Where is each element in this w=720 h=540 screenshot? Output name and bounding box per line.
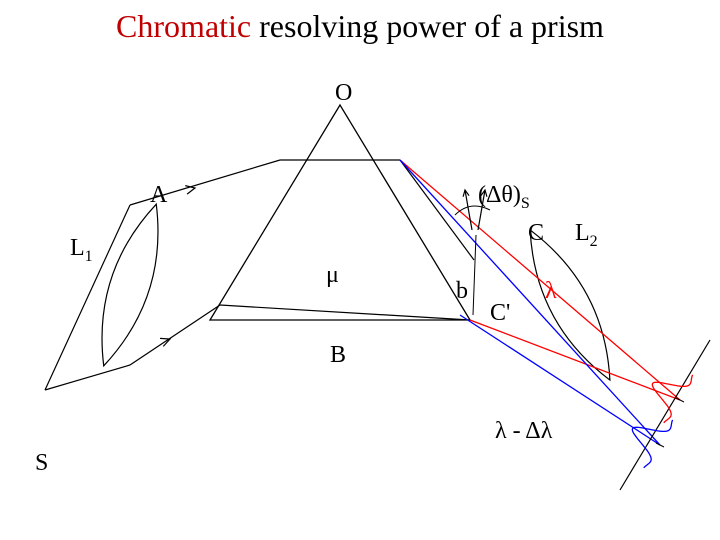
- prism-diagram: [0, 60, 720, 540]
- label-L1: L1: [70, 235, 93, 266]
- label-S: S: [35, 450, 48, 477]
- label-lambda-minus: λ - Δλ: [495, 418, 552, 445]
- label-L2: L2: [575, 220, 598, 251]
- title-rest: resolving power of a prism: [251, 8, 604, 44]
- title-word-chromatic: Chromatic: [116, 8, 251, 44]
- label-A: A: [150, 182, 167, 209]
- label-mu: μ: [326, 262, 339, 289]
- label-B: B: [330, 342, 346, 369]
- page-title: Chromatic resolving power of a prism: [0, 8, 720, 45]
- label-dtheta: (Δθ)S: [478, 182, 530, 213]
- label-lambda: λ: [545, 278, 557, 305]
- label-O: O: [335, 80, 352, 107]
- label-b: b: [456, 278, 468, 305]
- label-C: C: [528, 220, 544, 247]
- label-Cprime: C': [490, 300, 510, 327]
